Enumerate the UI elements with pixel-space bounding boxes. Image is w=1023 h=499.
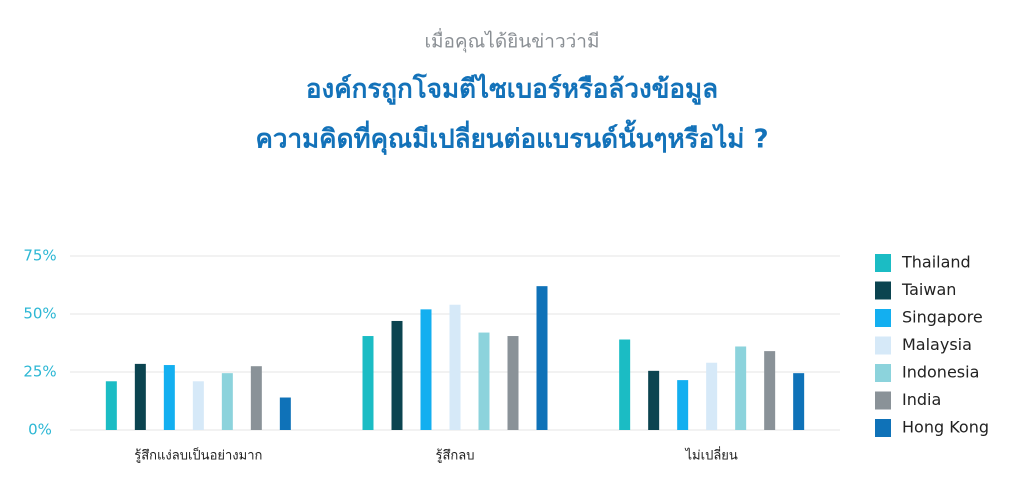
bar — [250, 366, 262, 430]
bar — [706, 362, 718, 430]
legend-swatch — [875, 336, 891, 355]
legend-swatch — [875, 364, 891, 382]
x-tick-label: รู้สึกลบ — [435, 449, 474, 464]
legend-label: Hong Kong — [902, 418, 989, 437]
bar — [507, 336, 519, 430]
legend-swatch — [875, 309, 891, 327]
legend-label: Thailand — [901, 253, 971, 272]
bar — [163, 365, 175, 430]
legend-label: Singapore — [902, 308, 983, 327]
legend-swatch — [875, 391, 891, 410]
x-tick-label: ไม่เปลี่ยน — [685, 447, 738, 464]
legend-label: Indonesia — [902, 363, 979, 382]
bar — [192, 381, 204, 430]
y-tick-label: 75% — [23, 247, 56, 265]
y-tick-label: 50% — [23, 305, 56, 323]
bar — [391, 320, 403, 430]
bar — [449, 304, 461, 430]
bar — [536, 286, 548, 430]
legend-label: Taiwan — [901, 280, 956, 299]
bar — [478, 332, 490, 430]
bar — [735, 346, 747, 430]
y-tick-label: 25% — [23, 363, 56, 381]
legend-swatch — [875, 419, 891, 437]
bar — [362, 336, 374, 430]
legend-label: Malaysia — [902, 335, 972, 354]
legend-label: India — [902, 390, 941, 409]
bar — [619, 339, 631, 430]
bar — [764, 351, 776, 430]
chart-subtitle: เมื่อคุณได้ยินข่าวว่ามี — [425, 28, 600, 54]
bar — [221, 373, 233, 430]
legend-swatch — [875, 281, 891, 300]
bar — [279, 397, 291, 430]
bar — [677, 380, 689, 430]
chart-title: องค์กรถูกโจมตีไซเบอร์หรือล้วงข้อมูล — [306, 73, 718, 106]
bar — [420, 309, 432, 430]
bar — [793, 373, 805, 430]
bar — [648, 370, 660, 430]
bar — [134, 363, 146, 430]
x-tick-label: รู้สึกแง่ลบเป็นอย่างมาก — [134, 446, 262, 464]
y-tick-label: 0% — [28, 421, 52, 439]
chart-title: ความคิดที่คุณมีเปลี่ยนต่อแบรนด์นั้นๆหรือ… — [255, 119, 768, 156]
legend-swatch — [875, 254, 891, 272]
bar — [105, 381, 117, 430]
